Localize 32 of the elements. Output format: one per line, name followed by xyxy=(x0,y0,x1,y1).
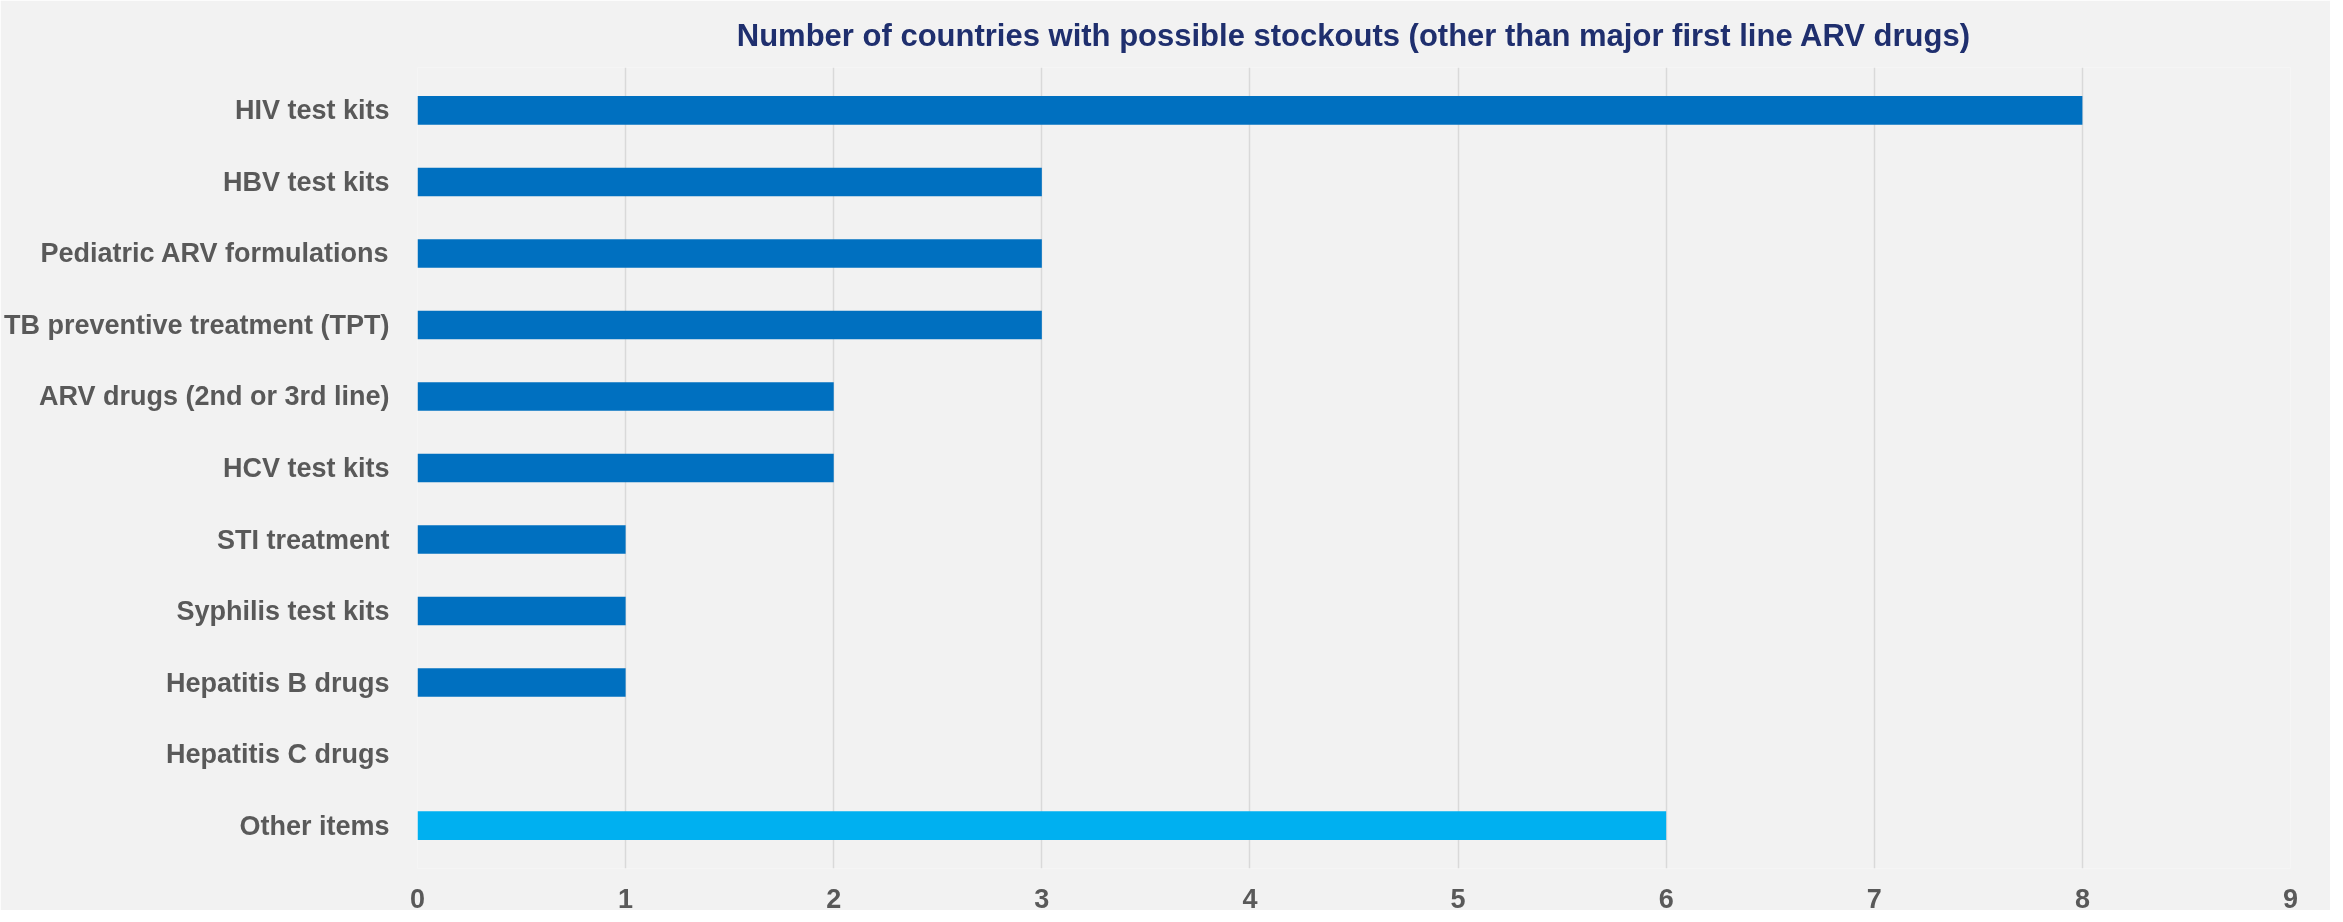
bar xyxy=(417,668,626,697)
y-tick-label: TB preventive treatment (TPT) xyxy=(3,309,390,340)
x-tick-label: 7 xyxy=(1866,883,1882,914)
y-tick-label: Hepatitis B drugs xyxy=(165,667,390,698)
x-tick-label: 8 xyxy=(2074,883,2090,914)
x-tick-label: 2 xyxy=(826,883,842,914)
x-tick-label: 4 xyxy=(1242,883,1258,914)
x-tick-label: 3 xyxy=(1034,883,1050,914)
bar xyxy=(417,453,834,483)
bar xyxy=(417,96,2083,125)
y-tick-label: HIV test kits xyxy=(234,95,390,126)
y-tick-label: HBV test kits xyxy=(222,166,390,197)
bar xyxy=(417,310,1042,340)
y-tick-label: ARV drugs (2nd or 3rd line) xyxy=(38,381,390,412)
y-tick-label: STI treatment xyxy=(216,524,390,555)
y-tick-label: HCV test kits xyxy=(222,453,390,483)
bar xyxy=(417,239,1042,268)
x-tick-label: 5 xyxy=(1450,883,1466,914)
bar xyxy=(417,525,626,554)
bar xyxy=(417,382,834,411)
x-tick-label: 9 xyxy=(2282,883,2299,914)
x-tick-label: 1 xyxy=(618,883,634,914)
y-tick-label: Other items xyxy=(239,810,390,841)
y-tick-label: Hepatitis C drugs xyxy=(165,739,390,770)
y-tick-label: Pediatric ARV formulations xyxy=(40,238,389,269)
y-tick-label: Syphilis test kits xyxy=(176,596,390,627)
bar xyxy=(417,596,626,626)
bar xyxy=(417,167,1042,197)
chart-title: Number of countries with possible stockouts (other than major first line ARV drugs) xyxy=(736,17,1971,53)
x-tick-label: 6 xyxy=(1658,883,1674,914)
bar xyxy=(417,811,1667,840)
x-tick-label: 0 xyxy=(409,883,426,914)
